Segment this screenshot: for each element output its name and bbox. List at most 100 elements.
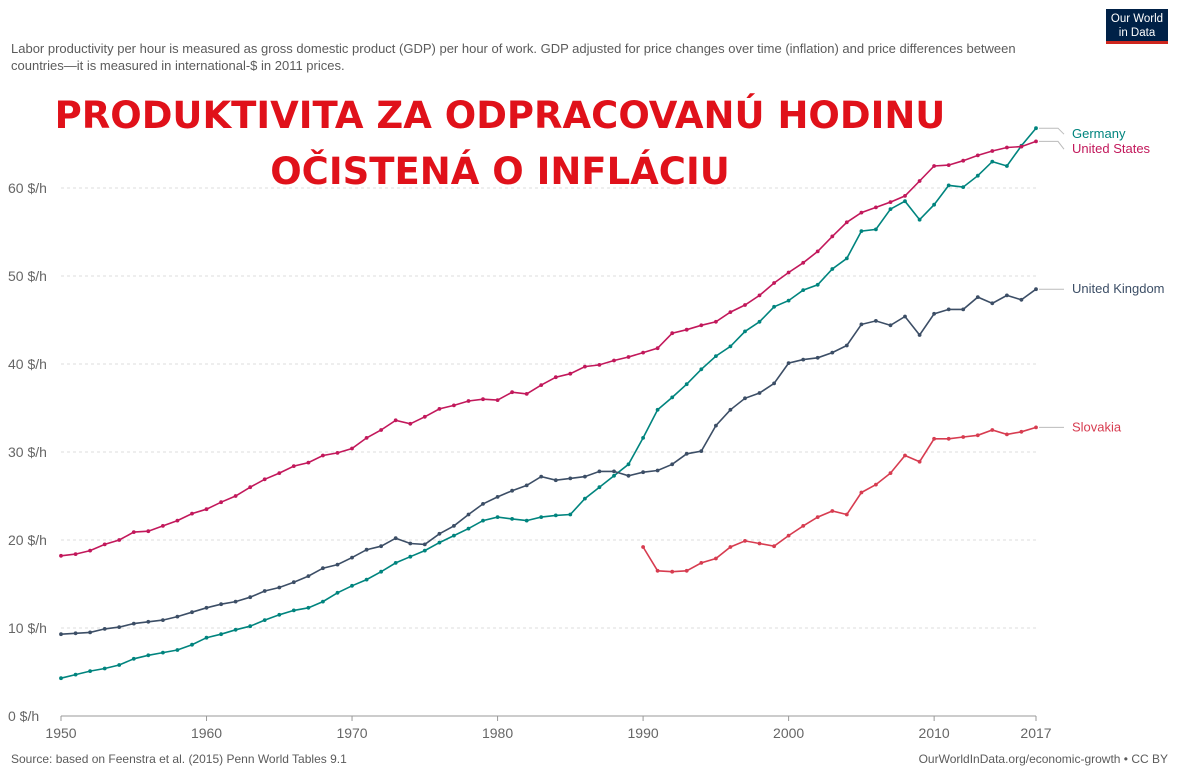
germany-point (714, 354, 718, 358)
united-kingdom-label: United Kingdom (1072, 281, 1165, 296)
slovakia-point (699, 561, 704, 565)
germany-point (670, 395, 675, 400)
germany-point (539, 515, 544, 519)
germany-point (874, 227, 878, 232)
germany-point (990, 159, 995, 164)
credit-link[interactable]: OurWorldInData.org/economic-growth • CC … (918, 752, 1168, 766)
germany-point (830, 267, 835, 271)
germany-point (946, 183, 951, 188)
germany-point (452, 533, 456, 538)
united-states-point (248, 485, 253, 490)
slovakia-point (641, 545, 645, 549)
united-kingdom-point (583, 474, 587, 479)
united-kingdom-point (291, 580, 296, 585)
united-states-point (495, 398, 500, 402)
united-kingdom-point (932, 311, 936, 316)
united-states-point (757, 293, 762, 298)
owid-logo[interactable]: Our World in Data (1106, 9, 1168, 44)
slovakia-point (932, 436, 936, 441)
slovakia-label: Slovakia (1072, 419, 1122, 434)
slovakia-point (757, 541, 762, 546)
united-kingdom-point (568, 476, 573, 481)
germany-point (612, 473, 616, 478)
germany-point (379, 569, 383, 574)
germany-point (393, 561, 398, 565)
united-states-point (1019, 144, 1024, 149)
germany-point (757, 319, 762, 324)
germany-point (306, 605, 311, 610)
germany-point (219, 632, 224, 637)
united-kingdom-point (422, 542, 427, 547)
united-states-point (277, 471, 282, 475)
germany-point (437, 540, 442, 545)
united-states-point (961, 158, 966, 163)
united-kingdom-point (946, 307, 951, 312)
united-kingdom-point (73, 631, 78, 636)
united-kingdom-point (743, 396, 747, 401)
united-kingdom-point (597, 469, 602, 474)
germany-point (684, 382, 689, 387)
united-kingdom-point (786, 361, 791, 365)
germany-point (131, 656, 136, 661)
united-kingdom-point (975, 295, 980, 299)
united-kingdom-point (204, 605, 209, 610)
germany-point (481, 518, 485, 523)
slovakia-point (801, 524, 806, 528)
united-states-point (422, 414, 427, 419)
germany-point (146, 653, 151, 658)
germany-point (88, 669, 92, 673)
x-tick-label: 1960 (191, 725, 222, 741)
united-states-point (990, 149, 995, 153)
y-tick-label: 0 $/h (8, 708, 39, 724)
united-kingdom-point (408, 541, 413, 546)
slovakia-line (642, 426, 1037, 573)
slovakia-point (844, 512, 849, 517)
united-kingdom-point (219, 602, 224, 607)
germany-point (1034, 126, 1038, 131)
x-tick-label: 2000 (773, 725, 804, 741)
germany-point (626, 462, 631, 467)
germany-label-connector (1039, 127, 1065, 135)
logo-line-2: in Data (1118, 27, 1156, 39)
germany-point (233, 627, 238, 632)
germany-point (321, 599, 325, 604)
united-states-point (612, 358, 616, 363)
germany-point (975, 173, 980, 178)
united-kingdom-point (670, 462, 675, 467)
united-states-point (1034, 139, 1038, 144)
germany-point (583, 496, 587, 501)
united-kingdom-point (699, 449, 704, 453)
united-kingdom-point (757, 391, 762, 395)
united-kingdom-point (190, 610, 194, 615)
united-states-point (393, 418, 398, 423)
united-states-point (815, 249, 820, 254)
germany-point (888, 207, 893, 212)
germany-point (917, 217, 922, 222)
united-states-point (262, 477, 267, 482)
grid-lines (61, 187, 1036, 629)
slovakia-point (990, 428, 995, 432)
slovakia-point (714, 556, 718, 561)
slovakia-point (903, 453, 907, 458)
united-states-point (73, 552, 78, 556)
united-states-point (684, 327, 689, 332)
germany-point (102, 666, 107, 671)
united-states-point (903, 194, 907, 198)
united-kingdom-point (262, 589, 267, 593)
germany-point (728, 344, 733, 349)
axes: 0 $/h 10 $/h 20 $/h 30 $/h 40 $/h 50 $/h 60 $/… (8, 180, 1052, 741)
united-states-point (131, 530, 136, 534)
slovakia-point (1005, 432, 1009, 437)
united-states-point (801, 260, 806, 265)
united-kingdom-point (990, 301, 995, 306)
united-kingdom-point (466, 512, 471, 517)
united-kingdom-point (393, 536, 398, 541)
source-note: Source: based on Feenstra et al. (2015) … (11, 752, 347, 766)
logo-line-1: Our World (1110, 13, 1164, 25)
united-kingdom-point (772, 381, 776, 386)
germany-point (641, 436, 645, 440)
series-lines (59, 126, 1038, 681)
united-states-point (452, 403, 456, 408)
germany-point (655, 407, 660, 412)
germany-point (932, 202, 936, 207)
